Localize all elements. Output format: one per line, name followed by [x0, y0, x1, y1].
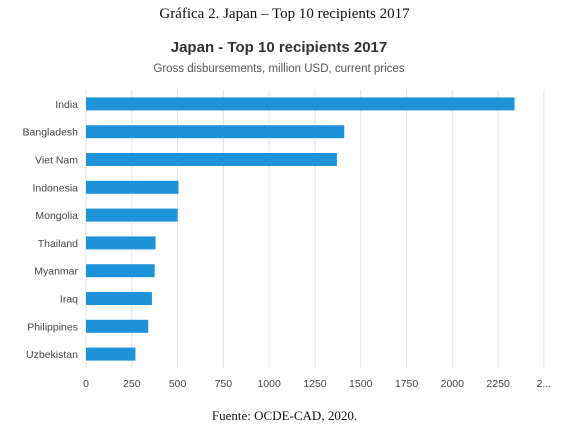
x-tick-label: 1250 [303, 378, 327, 390]
category-label: Thailand [38, 238, 78, 250]
bar [86, 264, 155, 278]
x-tick-label: 500 [169, 378, 187, 390]
bar [86, 125, 345, 139]
x-tick-label: 0 [83, 378, 89, 390]
bar [86, 97, 515, 111]
category-label: Indonesia [32, 182, 78, 194]
figure-caption: Gráfica 2. Japan – Top 10 recipients 201… [159, 6, 410, 22]
category-label: India [55, 99, 78, 111]
bar [86, 347, 136, 361]
x-tick-label: 2000 [441, 378, 465, 390]
x-axis-ticks: 0 250 500 750 1000 1250 1500 1750 2000 2250 2... [83, 378, 551, 390]
x-tick-label: 2250 [486, 378, 510, 390]
bar-chart: Japan - Top 10 recipients 2017 Gross dis… [23, 39, 552, 390]
bar [86, 208, 178, 222]
x-tick-label: 1000 [257, 378, 281, 390]
category-label: Viet Nam [35, 155, 78, 167]
x-tick-label: 250 [123, 378, 141, 390]
chart-title: Japan - Top 10 recipients 2017 [171, 39, 387, 56]
x-tick-label: 2... [537, 378, 552, 390]
category-label: Myanmar [34, 266, 78, 278]
chart-subtitle: Gross disbursements, million USD, curren… [153, 63, 404, 75]
category-label: Philippines [27, 321, 78, 333]
bar [86, 236, 156, 250]
bar [86, 180, 179, 194]
x-tick-label: 1750 [395, 378, 419, 390]
category-labels: India Bangladesh Viet Nam Indonesia Mongolia… [23, 99, 79, 361]
bars [86, 97, 515, 361]
figure-source: Fuente: OCDE-CAD, 2020. [211, 408, 358, 423]
bar [86, 292, 152, 305]
x-tick-label: 750 [215, 378, 233, 390]
chart-container: Japan - Top 10 recipients 2017 Gross dis… [6, 34, 564, 400]
bar [86, 153, 337, 166]
category-label: Bangladesh [23, 127, 79, 139]
x-tick-label: 1500 [349, 378, 373, 390]
category-label: Uzbekistan [26, 349, 78, 361]
category-label: Mongolia [35, 210, 78, 222]
bar [86, 319, 149, 333]
category-label: Iraq [60, 294, 78, 306]
